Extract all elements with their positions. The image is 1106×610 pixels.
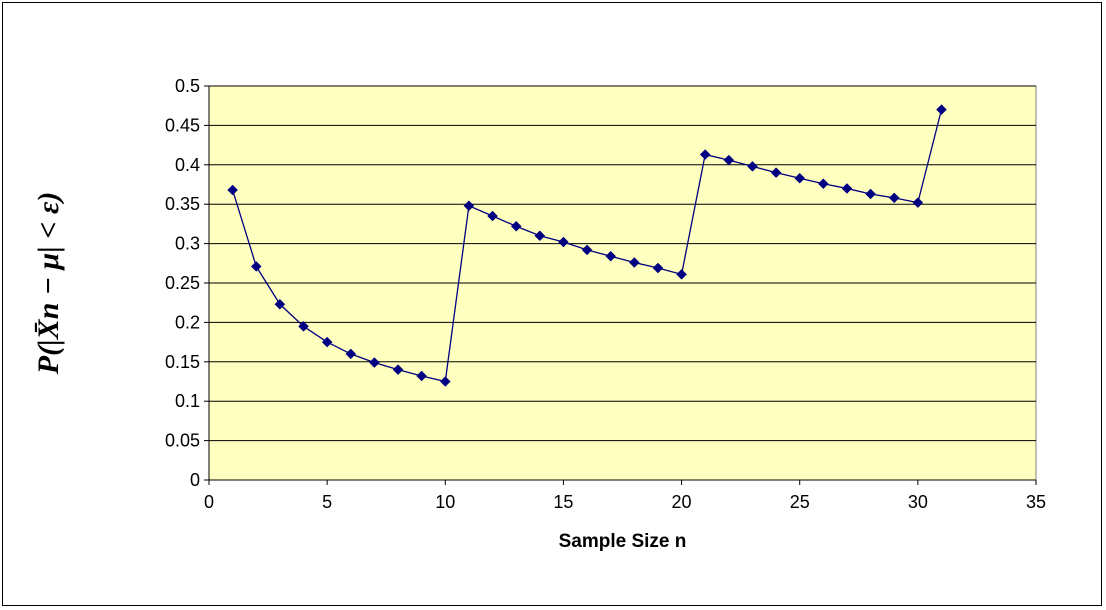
- y-tick-label: 0.25: [165, 273, 200, 293]
- x-tick-label: 35: [1026, 492, 1046, 512]
- data-point-marker: [321, 336, 333, 348]
- data-point-marker: [392, 364, 404, 376]
- y-axis-title: P(|X̄n − μ| < ε): [32, 192, 65, 375]
- x-tick-label: 15: [553, 492, 573, 512]
- y-tick-label: 0.4: [175, 155, 200, 175]
- data-series: [227, 104, 947, 387]
- x-tick-label: 0: [204, 492, 214, 512]
- data-point-marker: [652, 262, 664, 274]
- data-point-marker: [463, 200, 475, 212]
- x-tick-label: 30: [908, 492, 928, 512]
- data-point-marker: [841, 183, 853, 194]
- x-tick-label: 20: [672, 492, 692, 512]
- y-tick-label: 0.45: [165, 115, 200, 135]
- data-point-marker: [888, 192, 900, 204]
- data-point-marker: [298, 320, 309, 332]
- y-tick-label: 0: [190, 470, 200, 490]
- x-tick-label: 10: [435, 492, 455, 512]
- data-point-marker: [274, 298, 286, 310]
- data-point-marker: [581, 244, 593, 256]
- data-point-marker: [369, 357, 380, 368]
- data-point-marker: [936, 104, 947, 115]
- x-axis-tick-labels: 0 5 10 15 20 25 30 35: [204, 492, 1046, 512]
- data-point-marker: [676, 268, 687, 280]
- data-point-marker: [534, 230, 546, 242]
- data-point-marker: [558, 236, 569, 248]
- data-point-marker: [416, 370, 428, 382]
- data-point-marker: [628, 257, 640, 268]
- data-point-marker: [723, 154, 735, 166]
- y-tick-label: 0.5: [175, 76, 200, 96]
- x-tick-label: 5: [322, 492, 332, 512]
- data-point-marker: [487, 210, 498, 222]
- axes: [204, 85, 1037, 485]
- data-point-marker: [227, 184, 238, 196]
- y-tick-label: 0.1: [175, 391, 200, 411]
- y-tick-label: 0.35: [165, 194, 200, 214]
- y-tick-label: 0.2: [175, 312, 200, 332]
- data-point-marker: [439, 376, 451, 387]
- data-point-marker: [912, 197, 924, 208]
- data-point-marker: [770, 167, 782, 179]
- data-point-marker: [747, 161, 758, 172]
- x-axis-title: Sample Size n: [559, 531, 687, 552]
- data-point-marker: [865, 188, 876, 200]
- data-point-marker: [699, 149, 711, 160]
- y-tick-label: 0.05: [165, 431, 200, 451]
- data-point-marker: [345, 348, 357, 360]
- data-point-marker: [605, 250, 617, 262]
- data-point-marker: [250, 261, 262, 272]
- y-axis-tick-labels: 0 0.05 0.1 0.15 0.2 0.25 0.3 0.35 0.4 0.45 0.5: [165, 76, 200, 490]
- data-point-marker: [794, 172, 806, 184]
- data-point-marker: [510, 220, 522, 232]
- data-point-marker: [817, 178, 829, 190]
- gridlines: [209, 85, 1036, 442]
- y-tick-label: 0.3: [175, 234, 200, 254]
- x-tick-label: 25: [790, 492, 810, 512]
- y-tick-label: 0.15: [165, 352, 200, 372]
